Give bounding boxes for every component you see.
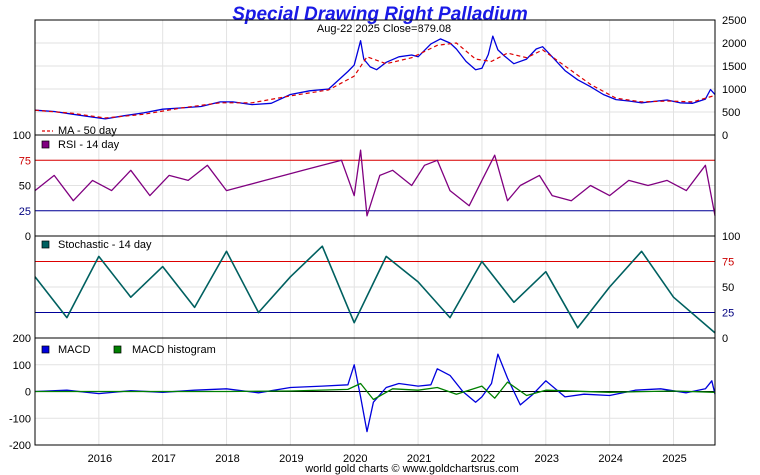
x-tick-label-2020: 2020 xyxy=(343,453,367,465)
rsi-ytick-label: 25 xyxy=(19,206,31,218)
macd-frame xyxy=(34,337,716,446)
rsi-series-rsi-14-day xyxy=(34,149,716,217)
stochastic-legend-swatch xyxy=(41,240,50,249)
x-tick-label-2022: 2022 xyxy=(471,453,495,465)
price-ytick-label: 0 xyxy=(722,130,728,142)
rsi-ytick-label: 75 xyxy=(19,155,31,167)
price-ytick-label: 1500 xyxy=(722,61,746,73)
macd-ytick-label: 200 xyxy=(13,333,31,345)
chart-title: Special Drawing Right Palladium xyxy=(232,4,528,25)
macd-ytick-label: 100 xyxy=(13,360,31,372)
chart-subtitle: Aug-22 2025 Close=879.08 xyxy=(317,23,451,35)
rsi-legend-label: RSI - 14 day xyxy=(58,139,120,151)
stochastic-ytick-label: 25 xyxy=(722,308,734,320)
macd-ytick-label: -200 xyxy=(9,440,31,452)
stochastic-ytick-label: 100 xyxy=(722,231,740,243)
macd-ytick-label: 0 xyxy=(25,387,31,399)
stochastic-ytick-label: 75 xyxy=(722,257,734,269)
x-tick-label-2018: 2018 xyxy=(215,453,239,465)
stochastic-ytick-label: 50 xyxy=(722,282,734,294)
macd-panel: -200 -100 0 100 200 MACD MACD histogram xyxy=(9,333,716,452)
macd-legend-swatch xyxy=(41,345,50,354)
stochastic-legend-label: Stochastic - 14 day xyxy=(58,239,152,251)
x-tick-label-2019: 2019 xyxy=(279,453,303,465)
macd-series-macd xyxy=(34,353,716,433)
price-series-price xyxy=(34,35,716,120)
x-tick-label-2023: 2023 xyxy=(535,453,559,465)
rsi-ytick-label: 0 xyxy=(25,231,31,243)
ma-legend-label: MA - 50 day xyxy=(58,125,117,137)
x-tick-label-2017: 2017 xyxy=(151,453,175,465)
chart-footer: world gold charts © www.goldchartsrus.co… xyxy=(304,463,519,475)
x-tick-label-2016: 2016 xyxy=(88,453,112,465)
stochastic-series-stochastic-14-day xyxy=(34,245,716,334)
macd-series-macd-histogram xyxy=(35,381,716,401)
macd-histogram-legend-swatch xyxy=(113,345,122,354)
price-ytick-label: 500 xyxy=(722,107,740,119)
price-ytick-label: 1000 xyxy=(722,84,746,96)
rsi-ytick-label: 100 xyxy=(13,130,31,142)
macd-histogram-legend-label: MACD histogram xyxy=(132,344,216,356)
price-series-ma-50-day xyxy=(34,42,716,119)
x-tick-label-2024: 2024 xyxy=(598,453,622,465)
macd-legend-label: MACD xyxy=(58,344,90,356)
rsi-ytick-label: 50 xyxy=(19,181,31,193)
x-tick-label-2025: 2025 xyxy=(662,453,686,465)
rsi-legend-swatch xyxy=(41,140,50,149)
stochastic-ytick-label: 0 xyxy=(722,333,728,345)
price-ytick-label: 2000 xyxy=(722,38,746,50)
x-axis: 2016 2017 2018 2019 2020 2021 2022 2023 2024 2025 xyxy=(88,453,687,465)
x-tick-label-2021: 2021 xyxy=(407,453,431,465)
macd-ytick-label: -100 xyxy=(9,413,31,425)
price-ytick-label: 2500 xyxy=(722,15,746,27)
